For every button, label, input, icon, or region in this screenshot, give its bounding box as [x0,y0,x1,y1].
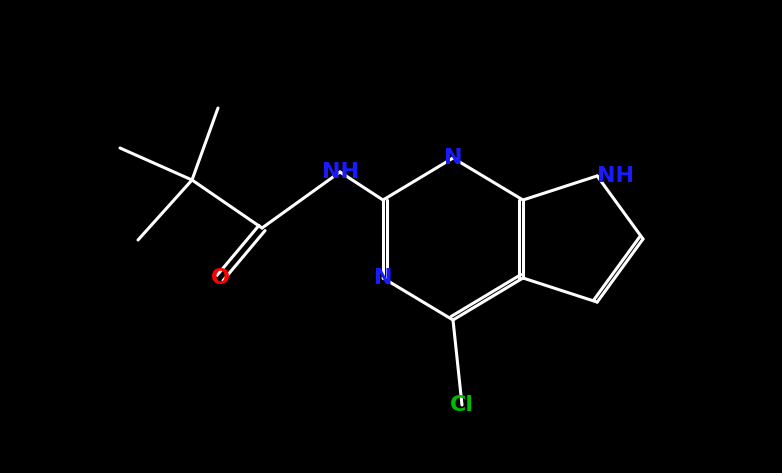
Text: O: O [210,268,229,288]
Text: N: N [443,148,462,168]
Text: NH: NH [321,162,358,182]
Text: Cl: Cl [450,395,474,415]
Text: NH: NH [597,166,633,186]
Text: N: N [374,268,393,288]
